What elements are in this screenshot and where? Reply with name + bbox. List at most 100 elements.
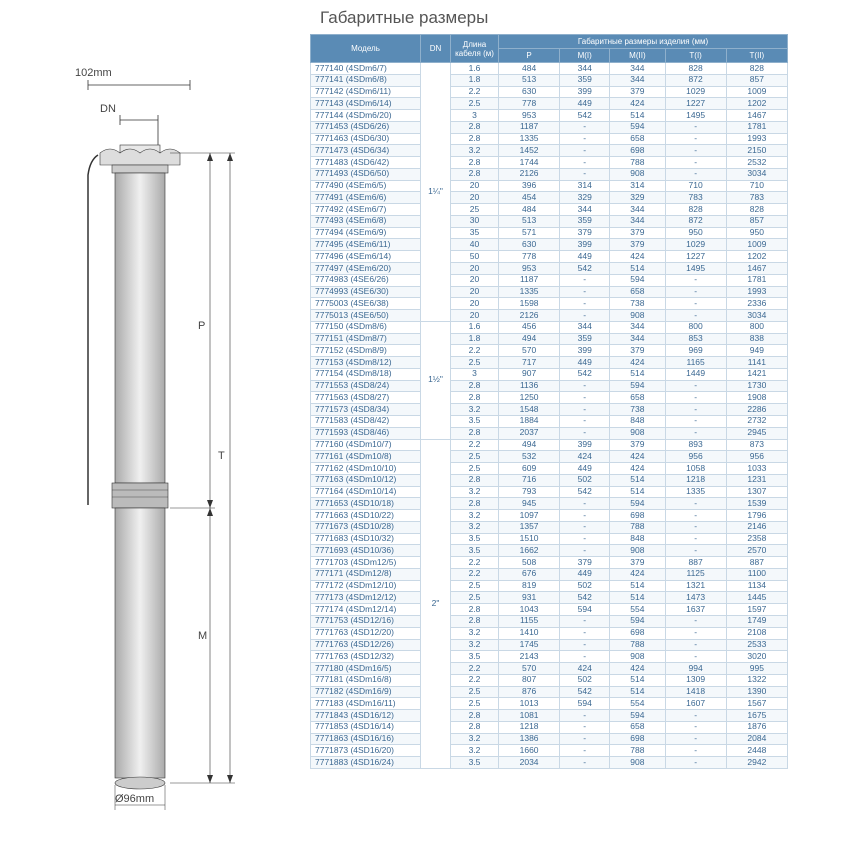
cell-value: - <box>665 404 726 416</box>
cell-value: 1335 <box>665 486 726 498</box>
cell-value: 514 <box>610 674 665 686</box>
cell-model: 777495 (4SEm6/11) <box>311 239 421 251</box>
cell-value: 876 <box>499 686 560 698</box>
cell-dn: 2" <box>421 439 451 768</box>
cell-value: 2.2 <box>451 439 499 451</box>
cell-value: 399 <box>560 439 610 451</box>
table-row: 777163 (4SDm10/12)2.871650251412181231 <box>311 474 788 486</box>
cell-value: 1993 <box>726 286 787 298</box>
cell-value: 788 <box>610 521 665 533</box>
cell-model: 777490 (4SEm6/5) <box>311 180 421 192</box>
cell-value: 630 <box>499 239 560 251</box>
cell-value: 953 <box>499 110 560 122</box>
cell-value: 20 <box>451 192 499 204</box>
cell-value: 778 <box>499 98 560 110</box>
cell-value: 2.8 <box>451 721 499 733</box>
cell-value: 424 <box>560 451 610 463</box>
cell-model: 7771703 (4SDm12/5) <box>311 557 421 569</box>
table-row: 7771843 (4SD16/12)2.81081-594-1675 <box>311 710 788 722</box>
cell-model: 777160 (4SDm10/7) <box>311 439 421 451</box>
cell-value: 1322 <box>726 674 787 686</box>
cell-model: 777182 (4SDm16/9) <box>311 686 421 698</box>
cell-value: 594 <box>610 274 665 286</box>
dim-diameter: Ø96mm <box>115 793 154 805</box>
cell-value: - <box>665 639 726 651</box>
cell-value: 953 <box>499 263 560 275</box>
table-row: 7771703 (4SDm12/5)2.2508379379887887 <box>311 557 788 569</box>
cell-value: 994 <box>665 663 726 675</box>
cell-value: - <box>560 627 610 639</box>
cell-model: 7771683 (4SD10/32) <box>311 533 421 545</box>
cell-value: - <box>560 392 610 404</box>
cell-value: 2126 <box>499 310 560 322</box>
table-row: 7774983 (4SE6/26)201187-594-1781 <box>311 274 788 286</box>
cell-value: 542 <box>560 592 610 604</box>
table-row: 777154 (4SDm8/18)390754251414491421 <box>311 368 788 380</box>
table-row: 7771473 (4SD6/34)3.21452-698-2150 <box>311 145 788 157</box>
cell-value: 1097 <box>499 510 560 522</box>
cell-value: - <box>560 510 610 522</box>
cell-value: 3.2 <box>451 486 499 498</box>
cell-model: 7771493 (4SD6/50) <box>311 168 421 180</box>
cell-value: 1390 <box>726 686 787 698</box>
cell-value: - <box>665 274 726 286</box>
cell-value: - <box>560 545 610 557</box>
cell-value: 717 <box>499 357 560 369</box>
cell-value: 424 <box>610 98 665 110</box>
cell-value: 908 <box>610 427 665 439</box>
cell-value: 698 <box>610 145 665 157</box>
cell-value: 1187 <box>499 121 560 133</box>
cell-value: 3.2 <box>451 521 499 533</box>
cell-value: 1227 <box>665 98 726 110</box>
cell-value: 1421 <box>726 368 787 380</box>
cell-value: - <box>560 404 610 416</box>
cell-value: 1449 <box>665 368 726 380</box>
cell-value: 35 <box>451 227 499 239</box>
cell-value: 1467 <box>726 110 787 122</box>
cell-value: 449 <box>560 98 610 110</box>
cell-value: 344 <box>610 321 665 333</box>
cell-value: 2.8 <box>451 121 499 133</box>
cell-value: 658 <box>610 721 665 733</box>
cell-value: 344 <box>610 63 665 75</box>
cell-value: 2.5 <box>451 98 499 110</box>
cell-value: 514 <box>610 263 665 275</box>
cell-model: 7771473 (4SD6/34) <box>311 145 421 157</box>
cell-value: 1548 <box>499 404 560 416</box>
cell-model: 7771463 (4SD6/30) <box>311 133 421 145</box>
cell-value: 379 <box>610 239 665 251</box>
cell-value: 1418 <box>665 686 726 698</box>
cell-value: - <box>665 710 726 722</box>
cell-value: 2570 <box>726 545 787 557</box>
cell-value: 1637 <box>665 604 726 616</box>
cell-value: 2732 <box>726 415 787 427</box>
table-row: 777174 (4SDm12/14)2.8104359455416371597 <box>311 604 788 616</box>
cell-value: 1.6 <box>451 321 499 333</box>
cell-model: 7771553 (4SD8/24) <box>311 380 421 392</box>
cell-value: 399 <box>560 239 610 251</box>
cell-value: 2.8 <box>451 710 499 722</box>
cell-value: - <box>665 168 726 180</box>
cell-value: 1.8 <box>451 333 499 345</box>
cell-value: 329 <box>560 192 610 204</box>
cell-value: - <box>665 133 726 145</box>
cell-value: 594 <box>610 498 665 510</box>
cell-value: 2942 <box>726 757 787 769</box>
cell-value: - <box>665 721 726 733</box>
cell-value: 424 <box>610 663 665 675</box>
cell-model: 777153 (4SDm8/12) <box>311 357 421 369</box>
cell-value: 2.8 <box>451 168 499 180</box>
cell-value: 3.2 <box>451 745 499 757</box>
cell-value: - <box>560 745 610 757</box>
cell-value: 788 <box>610 745 665 757</box>
cell-value: 2146 <box>726 521 787 533</box>
cell-value: 793 <box>499 486 560 498</box>
cell-model: 7771883 (4SD16/24) <box>311 757 421 769</box>
cell-value: - <box>560 145 610 157</box>
cell-value: 848 <box>610 415 665 427</box>
cell-value: 484 <box>499 63 560 75</box>
cell-value: 20 <box>451 180 499 192</box>
cell-value: 2.2 <box>451 663 499 675</box>
table-row: 7771653 (4SD10/18)2.8945-594-1539 <box>311 498 788 510</box>
cell-value: 20 <box>451 263 499 275</box>
